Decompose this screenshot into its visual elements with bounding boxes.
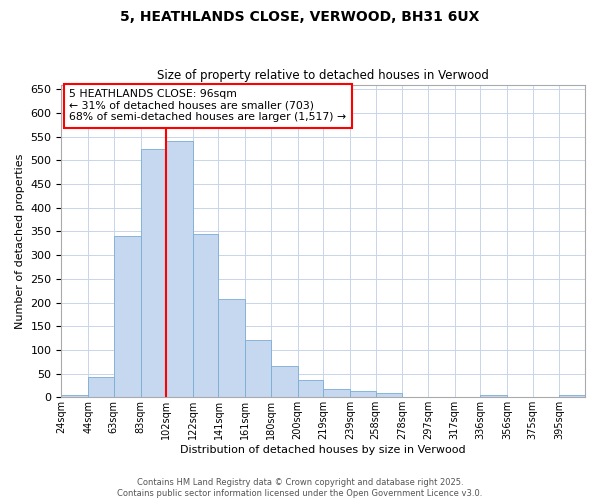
X-axis label: Distribution of detached houses by size in Verwood: Distribution of detached houses by size … (181, 445, 466, 455)
Bar (350, 391, 376, 398)
Bar (140, 148, 166, 398)
Bar (218, 298, 245, 398)
Bar (323, 389, 350, 398)
Bar (61, 395, 88, 398)
Bar (166, 142, 193, 398)
Bar (559, 395, 585, 398)
Bar (298, 380, 323, 398)
Text: 5, HEATHLANDS CLOSE, VERWOOD, BH31 6UX: 5, HEATHLANDS CLOSE, VERWOOD, BH31 6UX (121, 10, 479, 24)
Bar (193, 234, 218, 398)
Bar (271, 366, 298, 398)
Text: Contains HM Land Registry data © Crown copyright and database right 2025.
Contai: Contains HM Land Registry data © Crown c… (118, 478, 482, 498)
Bar (376, 392, 403, 398)
Bar (114, 236, 140, 398)
Y-axis label: Number of detached properties: Number of detached properties (15, 153, 25, 328)
Bar (245, 340, 271, 398)
Title: Size of property relative to detached houses in Verwood: Size of property relative to detached ho… (157, 69, 489, 82)
Text: 5 HEATHLANDS CLOSE: 96sqm
← 31% of detached houses are smaller (703)
68% of semi: 5 HEATHLANDS CLOSE: 96sqm ← 31% of detac… (69, 89, 346, 122)
Bar (480, 395, 507, 398)
Bar (88, 378, 114, 398)
